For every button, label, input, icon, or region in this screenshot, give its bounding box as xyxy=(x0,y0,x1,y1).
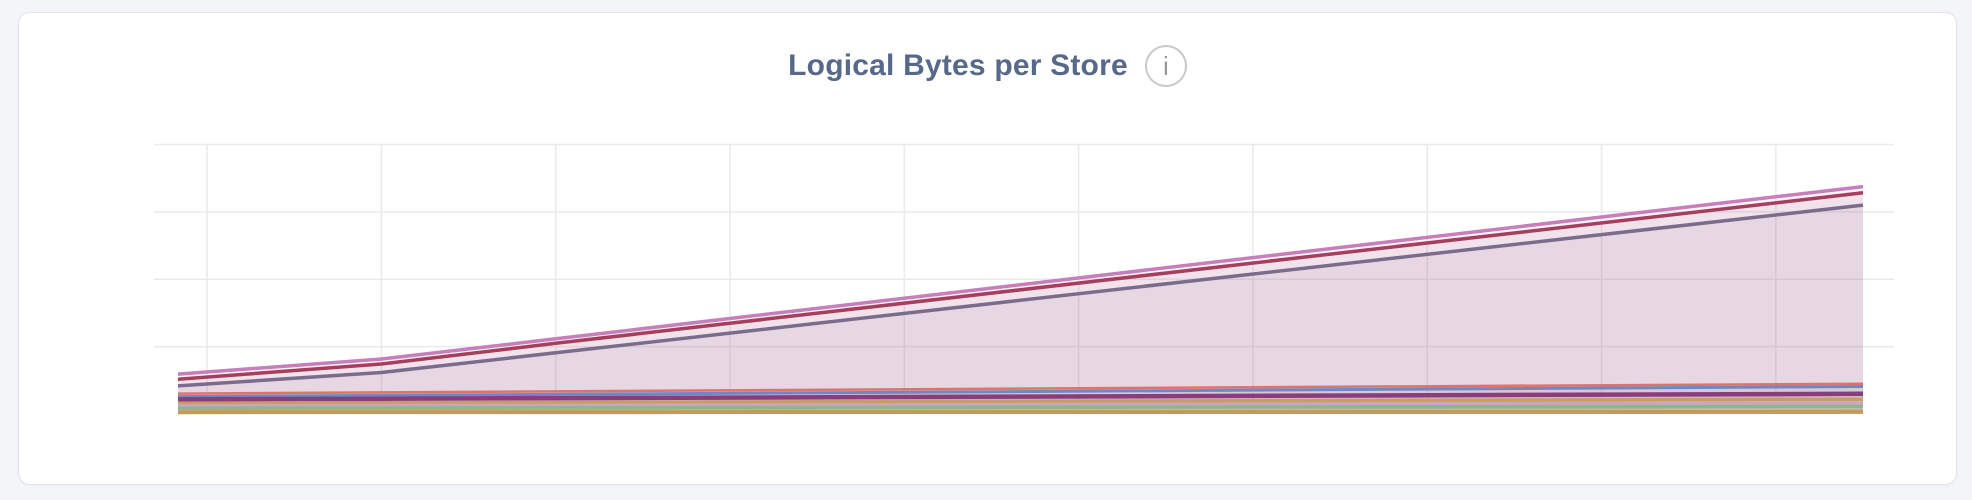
series-line-store-mauve-flat xyxy=(177,401,1864,408)
series-area-store-maroon-rising xyxy=(178,192,1863,414)
series-line-store-blue-flat xyxy=(177,385,1864,399)
series-line-store-magenta-flat xyxy=(177,391,1864,402)
series-area-store-orchid-rising xyxy=(178,186,1863,414)
series-line-store-tan-flat xyxy=(177,397,1864,406)
series-line-store-maroon-rising xyxy=(177,191,1864,381)
series-line-store-green-flat xyxy=(177,404,1864,410)
series-line-store-orchid-rising xyxy=(177,184,1864,376)
chart-canvas[interactable] xyxy=(19,13,1956,484)
chart-card: Logical Bytes per Store i xyxy=(18,12,1957,485)
series-area-store-slate-rising xyxy=(178,205,1863,414)
series-line-store-slate-rising xyxy=(177,203,1864,388)
series-line-store-salmon-flat xyxy=(177,382,1864,395)
info-icon[interactable]: i xyxy=(1144,45,1187,87)
